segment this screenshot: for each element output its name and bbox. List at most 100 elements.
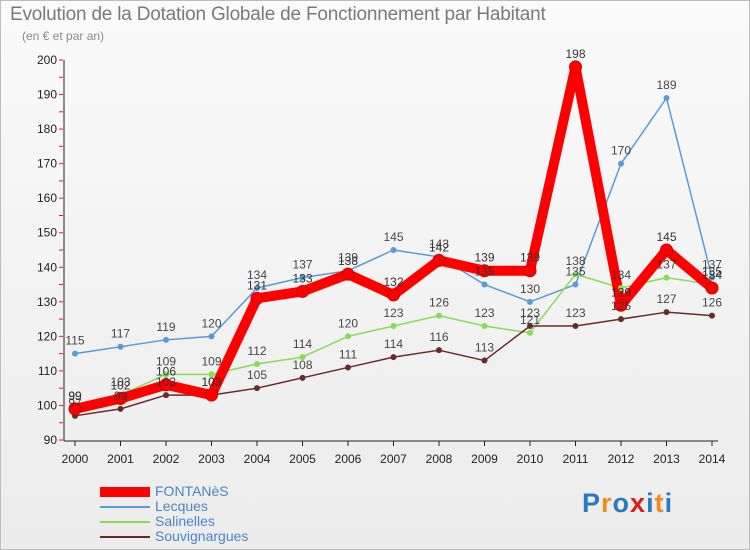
data-point xyxy=(163,336,169,343)
x-tick-label: 2000 xyxy=(62,452,89,466)
data-point xyxy=(663,274,670,281)
data-label: 121 xyxy=(520,313,540,327)
data-point xyxy=(159,378,173,392)
data-label: 129 xyxy=(611,285,631,299)
legend-swatch xyxy=(100,506,150,508)
data-label: 115 xyxy=(65,334,84,348)
data-label: 116 xyxy=(429,330,448,344)
data-point xyxy=(618,316,624,323)
x-tick-label: 2004 xyxy=(244,452,271,466)
data-point xyxy=(296,284,309,298)
y-tick-label: 200 xyxy=(37,53,57,67)
data-point xyxy=(72,350,78,357)
data-label: 133 xyxy=(292,271,312,285)
x-tick-label: 2002 xyxy=(153,452,180,466)
data-label: 103 xyxy=(201,375,221,389)
data-label: 145 xyxy=(383,230,403,244)
data-label: 99 xyxy=(114,389,128,403)
data-label: 189 xyxy=(656,78,676,92)
data-point xyxy=(614,298,628,312)
data-label: 105 xyxy=(247,368,267,382)
data-label: 139 xyxy=(474,251,494,265)
y-tick-label: 90 xyxy=(44,433,58,447)
data-label: 123 xyxy=(565,306,585,320)
data-label: 143 xyxy=(429,237,449,251)
legend-label: Salinelles xyxy=(155,513,215,529)
data-label: 134 xyxy=(247,268,267,282)
data-label: 135 xyxy=(702,265,722,279)
data-point xyxy=(527,323,533,329)
data-point xyxy=(481,357,488,364)
chart-title: Evolution de la Dotation Globale de Fonc… xyxy=(10,4,546,25)
data-point xyxy=(390,247,397,253)
data-label: 120 xyxy=(201,316,221,330)
y-tick-label: 170 xyxy=(37,157,57,171)
data-label: 103 xyxy=(201,375,221,389)
x-tick-label: 2003 xyxy=(198,452,225,466)
data-label: 137 xyxy=(702,258,722,272)
data-label: 113 xyxy=(475,341,494,355)
data-point xyxy=(250,291,264,305)
data-label: 120 xyxy=(338,316,358,330)
data-point xyxy=(618,285,624,291)
data-point xyxy=(527,329,533,336)
data-label: 126 xyxy=(429,296,449,310)
x-tick-label: 2014 xyxy=(699,452,726,466)
data-label: 127 xyxy=(656,292,676,306)
logo-letter: t xyxy=(654,488,665,518)
data-label: 134 xyxy=(702,268,722,282)
data-label: 109 xyxy=(201,354,221,368)
data-label: 135 xyxy=(474,265,494,279)
chart-subtitle: (en € et par an) xyxy=(22,29,105,43)
legend-item: Souvignargues xyxy=(100,528,320,545)
data-label: 119 xyxy=(156,320,175,334)
data-label: 99 xyxy=(68,389,82,403)
data-point xyxy=(208,371,215,378)
x-tick-label: 2009 xyxy=(471,452,498,466)
legend-item: Salinelles xyxy=(100,513,320,530)
data-point xyxy=(436,312,442,319)
data-point xyxy=(254,285,260,291)
data-point xyxy=(299,354,306,361)
data-label: 135 xyxy=(565,265,585,279)
data-point xyxy=(299,374,306,381)
data-point xyxy=(68,402,82,416)
logo-letter: i xyxy=(646,488,655,518)
data-label: 114 xyxy=(384,337,403,351)
data-point xyxy=(345,364,351,371)
data-point xyxy=(163,371,169,378)
data-point xyxy=(387,288,400,302)
data-point xyxy=(618,160,624,167)
data-label: 137 xyxy=(292,258,312,272)
x-tick-label: 2005 xyxy=(289,452,316,466)
data-point xyxy=(117,343,124,350)
data-label: 106 xyxy=(156,365,176,379)
data-label: 137 xyxy=(656,258,676,272)
data-label: 103 xyxy=(110,375,130,389)
data-label: 117 xyxy=(111,327,130,341)
x-tick-label: 2011 xyxy=(563,452,589,466)
data-point xyxy=(481,281,488,288)
data-label: 112 xyxy=(247,344,266,358)
data-point xyxy=(572,271,579,278)
data-point xyxy=(478,264,491,278)
data-label: 138 xyxy=(565,254,585,268)
data-point xyxy=(663,309,670,316)
logo-letter: P xyxy=(582,488,602,518)
x-tick-label: 2013 xyxy=(653,452,680,466)
data-label: 99 xyxy=(68,389,82,403)
data-label: 114 xyxy=(293,337,312,351)
data-point xyxy=(572,281,579,288)
legend-swatch xyxy=(100,521,150,523)
legend-label: FONTANèS xyxy=(155,483,229,499)
y-tick-label: 180 xyxy=(37,122,57,136)
data-label: 125 xyxy=(611,299,631,313)
logo-letter: x xyxy=(630,488,647,518)
data-label: 142 xyxy=(429,240,449,254)
logo-letter: r xyxy=(601,488,613,518)
data-point xyxy=(254,361,260,367)
y-tick-label: 190 xyxy=(37,88,57,102)
data-point xyxy=(436,347,442,354)
